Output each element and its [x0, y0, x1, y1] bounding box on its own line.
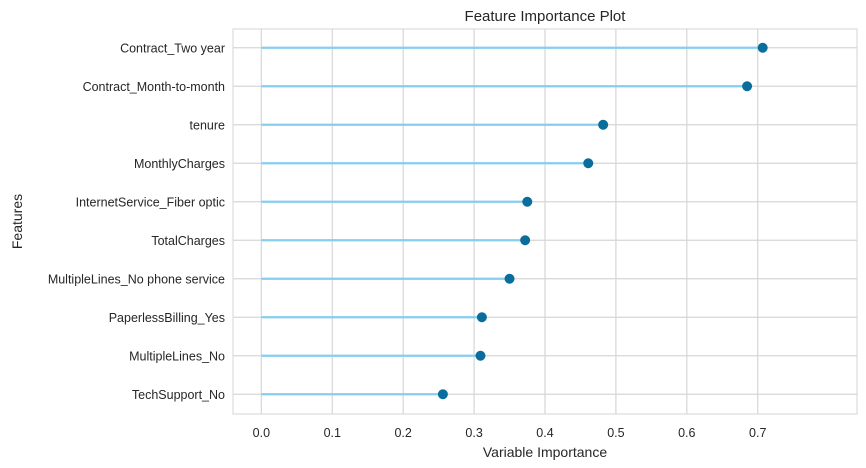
lollipop-marker: [476, 312, 487, 323]
y-tick-label: MonthlyCharges: [134, 157, 225, 171]
lollipop-marker: [504, 273, 515, 284]
y-tick-label: MultipleLines_No phone service: [48, 272, 225, 286]
x-tick-label: 0.6: [678, 426, 695, 440]
lollipop-marker: [757, 42, 768, 53]
y-tick-label: MultipleLines_No: [129, 349, 225, 363]
y-axis-title: Features: [9, 194, 25, 249]
x-tick-label: 0.7: [749, 426, 766, 440]
x-axis-title: Variable Importance: [483, 444, 607, 460]
lollipop-marker: [475, 350, 486, 361]
x-tick-label: 0.5: [607, 426, 624, 440]
lollipop-marker: [583, 158, 594, 169]
lollipop-marker: [520, 235, 531, 246]
x-tick-label: 0.0: [253, 426, 270, 440]
x-tick-label: 0.4: [536, 426, 553, 440]
lollipop-marker: [522, 196, 533, 207]
x-tick-label: 0.3: [465, 426, 482, 440]
y-tick-label: tenure: [190, 118, 225, 132]
series-layer: [261, 42, 768, 400]
lollipop-marker: [598, 119, 609, 130]
plot-frame: [232, 28, 858, 415]
x-tick-label: 0.2: [394, 426, 411, 440]
lollipop-marker: [742, 81, 753, 92]
y-tick-label: Contract_Two year: [120, 41, 225, 55]
x-tick-label: 0.1: [324, 426, 341, 440]
lollipop-marker: [437, 389, 448, 400]
y-tick-label: InternetService_Fiber optic: [76, 195, 225, 209]
y-tick-label: Contract_Month-to-month: [83, 80, 225, 94]
y-tick-label: TotalCharges: [151, 234, 225, 248]
y-tick-label: PaperlessBilling_Yes: [109, 311, 225, 325]
label-layer: 0.0 0.1 0.2 0.3 0.4 0.5 0.6 0.7 Contract_Two yea…: [48, 41, 767, 440]
y-tick-label: TechSupport_No: [132, 388, 225, 402]
chart-title: Feature Importance Plot: [465, 8, 627, 25]
